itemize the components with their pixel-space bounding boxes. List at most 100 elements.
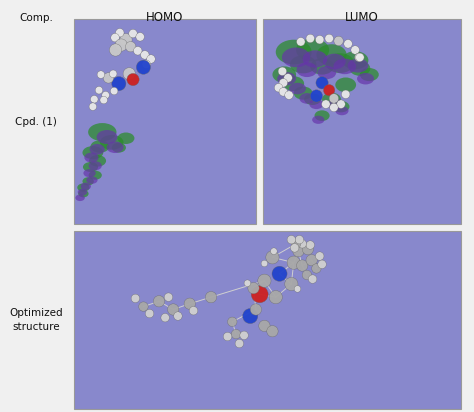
Ellipse shape — [112, 143, 126, 152]
Ellipse shape — [302, 270, 312, 280]
Ellipse shape — [137, 60, 151, 74]
Ellipse shape — [250, 304, 262, 315]
Ellipse shape — [154, 295, 164, 307]
Ellipse shape — [123, 68, 136, 80]
Ellipse shape — [274, 84, 283, 92]
Ellipse shape — [103, 73, 114, 83]
Ellipse shape — [116, 28, 124, 37]
FancyBboxPatch shape — [74, 19, 256, 225]
Ellipse shape — [294, 87, 313, 100]
Ellipse shape — [279, 79, 288, 87]
Ellipse shape — [107, 142, 124, 153]
Ellipse shape — [95, 87, 103, 94]
Ellipse shape — [355, 53, 363, 62]
Ellipse shape — [272, 266, 287, 281]
Ellipse shape — [189, 307, 198, 315]
Ellipse shape — [298, 239, 307, 248]
Ellipse shape — [342, 51, 368, 69]
Ellipse shape — [139, 302, 148, 311]
Ellipse shape — [205, 291, 217, 303]
Ellipse shape — [312, 264, 321, 273]
Ellipse shape — [112, 77, 126, 91]
Ellipse shape — [273, 66, 296, 83]
Ellipse shape — [302, 243, 314, 255]
Ellipse shape — [90, 144, 105, 154]
Ellipse shape — [271, 248, 277, 255]
Ellipse shape — [303, 50, 327, 68]
Ellipse shape — [323, 84, 335, 96]
Ellipse shape — [83, 169, 96, 177]
Ellipse shape — [306, 241, 315, 249]
Ellipse shape — [147, 55, 155, 63]
Ellipse shape — [248, 283, 259, 294]
Ellipse shape — [167, 304, 179, 315]
Ellipse shape — [97, 130, 118, 144]
Ellipse shape — [266, 251, 279, 264]
Ellipse shape — [258, 274, 271, 287]
Ellipse shape — [317, 44, 346, 66]
Ellipse shape — [293, 246, 304, 257]
Ellipse shape — [326, 53, 354, 73]
Ellipse shape — [269, 290, 283, 304]
Ellipse shape — [291, 243, 299, 252]
Ellipse shape — [118, 133, 135, 144]
Ellipse shape — [306, 34, 315, 43]
Ellipse shape — [100, 135, 124, 150]
Ellipse shape — [120, 33, 132, 46]
Ellipse shape — [325, 34, 333, 43]
Ellipse shape — [89, 155, 106, 166]
Ellipse shape — [332, 101, 349, 112]
Ellipse shape — [318, 260, 326, 269]
Ellipse shape — [300, 93, 315, 104]
Ellipse shape — [295, 235, 304, 244]
Ellipse shape — [146, 309, 154, 318]
Ellipse shape — [173, 312, 182, 320]
Ellipse shape — [316, 77, 328, 89]
Ellipse shape — [86, 176, 98, 184]
Ellipse shape — [251, 286, 268, 303]
Ellipse shape — [329, 103, 338, 112]
FancyBboxPatch shape — [263, 19, 462, 225]
Ellipse shape — [240, 331, 248, 339]
Ellipse shape — [75, 194, 85, 201]
Ellipse shape — [231, 329, 241, 339]
Ellipse shape — [349, 61, 370, 76]
Ellipse shape — [184, 298, 195, 309]
Ellipse shape — [91, 96, 98, 103]
Ellipse shape — [244, 280, 251, 286]
Ellipse shape — [282, 47, 310, 67]
Ellipse shape — [360, 68, 379, 81]
Ellipse shape — [310, 90, 322, 102]
Ellipse shape — [83, 162, 98, 172]
Ellipse shape — [81, 183, 91, 190]
Ellipse shape — [315, 110, 329, 121]
Ellipse shape — [136, 33, 145, 41]
Ellipse shape — [285, 91, 293, 99]
Ellipse shape — [89, 161, 102, 170]
Ellipse shape — [78, 189, 87, 195]
Ellipse shape — [97, 71, 105, 78]
Ellipse shape — [351, 46, 359, 54]
Ellipse shape — [289, 83, 306, 94]
Ellipse shape — [161, 314, 169, 322]
Ellipse shape — [82, 177, 94, 185]
Ellipse shape — [102, 91, 109, 99]
Ellipse shape — [109, 44, 122, 56]
Text: Optimized
structure: Optimized structure — [9, 308, 63, 332]
Ellipse shape — [321, 100, 330, 108]
Ellipse shape — [259, 320, 270, 332]
Ellipse shape — [287, 256, 301, 269]
Text: Cpd. (1): Cpd. (1) — [15, 117, 57, 127]
Ellipse shape — [100, 96, 108, 104]
Ellipse shape — [126, 42, 136, 52]
Ellipse shape — [276, 40, 312, 64]
Ellipse shape — [110, 87, 118, 95]
Ellipse shape — [328, 99, 343, 110]
Ellipse shape — [297, 260, 308, 271]
Ellipse shape — [164, 293, 173, 302]
Ellipse shape — [284, 74, 292, 82]
Ellipse shape — [283, 76, 304, 91]
Ellipse shape — [134, 47, 142, 55]
Ellipse shape — [285, 277, 298, 290]
Ellipse shape — [243, 309, 258, 323]
